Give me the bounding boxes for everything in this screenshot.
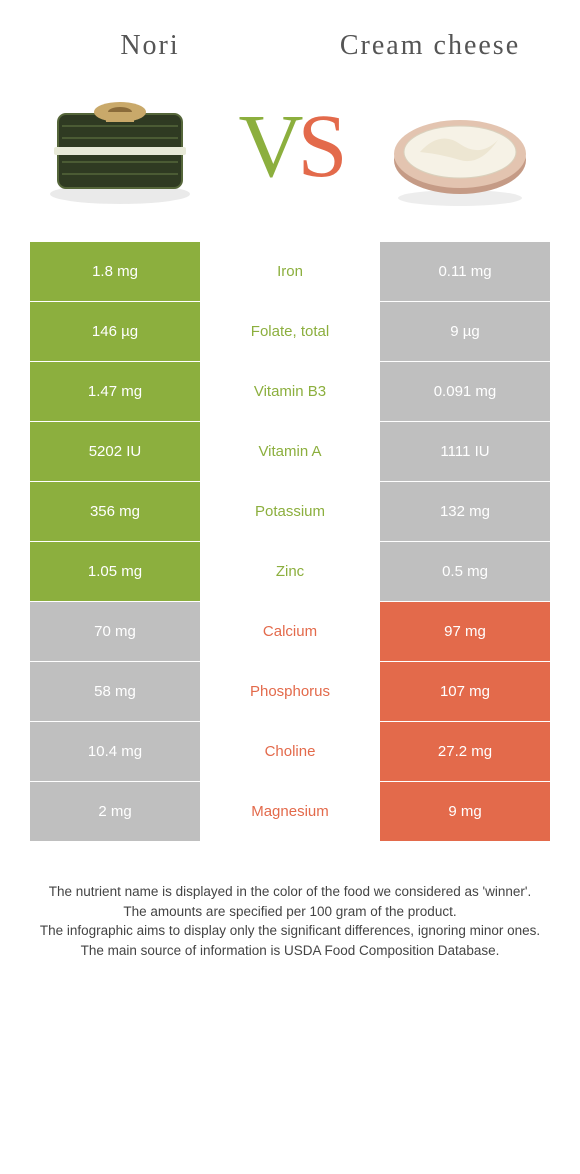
hero-row: VS [0, 72, 580, 242]
nutrient-table: 1.8 mgIron0.11 mg146 µgFolate, total9 µg… [30, 242, 550, 842]
nutrient-name: Vitamin A [200, 422, 380, 481]
table-row: 1.8 mgIron0.11 mg [30, 242, 550, 302]
footer-line: The nutrient name is displayed in the co… [30, 882, 550, 902]
table-row: 5202 IUVitamin A1111 IU [30, 422, 550, 482]
footer-line: The amounts are specified per 100 gram o… [30, 902, 550, 922]
footer-notes: The nutrient name is displayed in the co… [0, 842, 580, 960]
nutrient-name: Vitamin B3 [200, 362, 380, 421]
value-right: 1111 IU [380, 422, 550, 481]
table-row: 356 mgPotassium132 mg [30, 482, 550, 542]
vs-s: S [297, 97, 341, 196]
value-left: 146 µg [30, 302, 200, 361]
food-title-right: Cream cheese [330, 31, 530, 62]
value-right: 27.2 mg [380, 722, 550, 781]
table-row: 70 mgCalcium97 mg [30, 602, 550, 662]
footer-line: The infographic aims to display only the… [30, 921, 550, 941]
nutrient-name: Magnesium [200, 782, 380, 841]
table-row: 1.47 mgVitamin B30.091 mg [30, 362, 550, 422]
value-right: 0.11 mg [380, 242, 550, 301]
nutrient-name: Iron [200, 242, 380, 301]
nutrient-name: Folate, total [200, 302, 380, 361]
vs-v: V [238, 97, 297, 196]
value-right: 9 µg [380, 302, 550, 361]
nori-icon [40, 82, 200, 212]
vs-label: VS [238, 102, 341, 192]
header: Nori Cream cheese [0, 0, 580, 72]
nutrient-name: Zinc [200, 542, 380, 601]
cream-cheese-icon [380, 82, 540, 212]
value-left: 1.8 mg [30, 242, 200, 301]
nutrient-name: Choline [200, 722, 380, 781]
food-title-left: Nori [50, 30, 250, 62]
value-right: 97 mg [380, 602, 550, 661]
table-row: 146 µgFolate, total9 µg [30, 302, 550, 362]
nutrient-name: Potassium [200, 482, 380, 541]
value-left: 70 mg [30, 602, 200, 661]
value-left: 5202 IU [30, 422, 200, 481]
value-left: 2 mg [30, 782, 200, 841]
value-left: 1.47 mg [30, 362, 200, 421]
value-right: 132 mg [380, 482, 550, 541]
value-right: 9 mg [380, 782, 550, 841]
footer-line: The main source of information is USDA F… [30, 941, 550, 961]
value-right: 107 mg [380, 662, 550, 721]
value-left: 1.05 mg [30, 542, 200, 601]
table-row: 2 mgMagnesium9 mg [30, 782, 550, 842]
table-row: 58 mgPhosphorus107 mg [30, 662, 550, 722]
nutrient-name: Calcium [200, 602, 380, 661]
value-left: 58 mg [30, 662, 200, 721]
nutrient-name: Phosphorus [200, 662, 380, 721]
value-left: 10.4 mg [30, 722, 200, 781]
value-right: 0.091 mg [380, 362, 550, 421]
value-left: 356 mg [30, 482, 200, 541]
table-row: 1.05 mgZinc0.5 mg [30, 542, 550, 602]
table-row: 10.4 mgCholine27.2 mg [30, 722, 550, 782]
value-right: 0.5 mg [380, 542, 550, 601]
